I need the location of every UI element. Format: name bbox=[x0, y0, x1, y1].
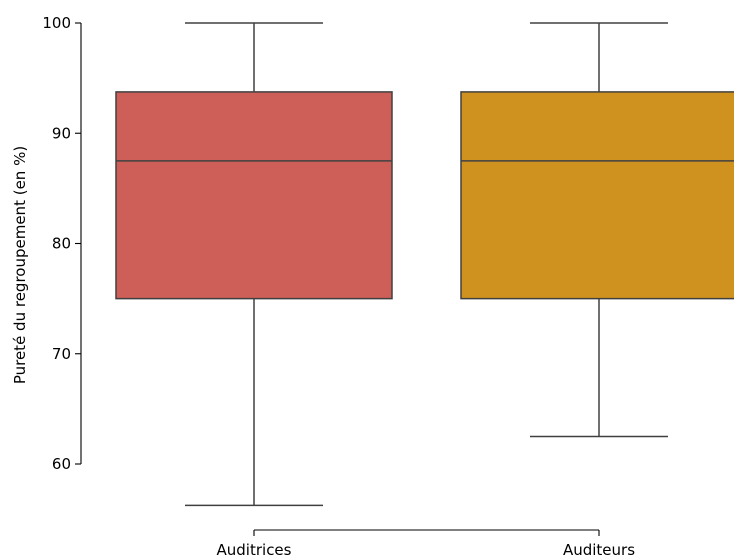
boxes bbox=[115, 22, 734, 507]
x-axis: Auditrices Auditeurs bbox=[217, 529, 635, 557]
box-auditrices bbox=[115, 22, 393, 507]
y-axis: 60 70 80 90 100 bbox=[42, 14, 82, 473]
y-tick-label: 100 bbox=[42, 14, 71, 32]
x-tick-label: Auditrices bbox=[217, 541, 292, 557]
box-auditeurs bbox=[460, 22, 734, 438]
x-tick-label: Auditeurs bbox=[563, 541, 635, 557]
box-iqr bbox=[115, 91, 393, 300]
y-tick-label: 70 bbox=[52, 345, 71, 363]
y-tick-label: 90 bbox=[52, 124, 71, 142]
y-tick-label: 80 bbox=[52, 235, 71, 253]
y-axis-title: Pureté du regroupement (en %) bbox=[11, 146, 29, 384]
y-tick-label: 60 bbox=[52, 455, 71, 473]
box-iqr bbox=[460, 91, 734, 300]
